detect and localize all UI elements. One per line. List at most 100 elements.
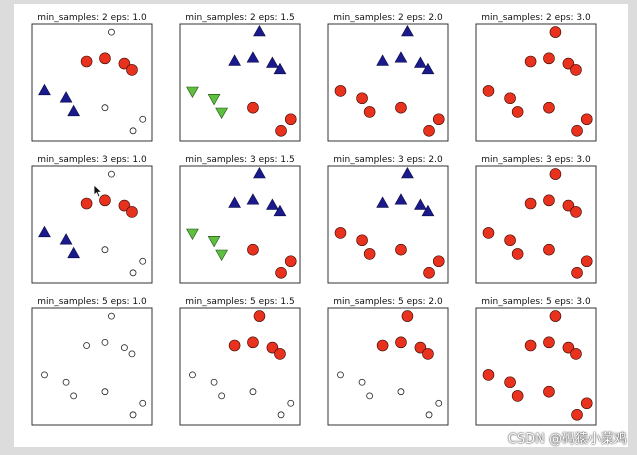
scatter-point [571, 266, 583, 279]
scatter-point [186, 86, 199, 99]
panel-8: min_samples: 3 eps: 3.0 [475, 155, 597, 284]
scatter-point [524, 55, 537, 68]
scatter-point [118, 57, 131, 70]
scatter-point [376, 196, 389, 208]
scatter-point [376, 54, 389, 66]
scatter-point [249, 388, 257, 396]
scatter-point [543, 194, 555, 207]
scatter-point [246, 193, 260, 205]
panel-4: min_samples: 2 eps: 3.0 [475, 13, 597, 142]
scatter-point [504, 376, 516, 389]
scatter-point [128, 350, 136, 358]
scatter-point [210, 378, 218, 386]
panel-12: min_samples: 5 eps: 3.0 [475, 297, 597, 426]
scatter-point [266, 198, 279, 210]
panel-frame [179, 165, 301, 284]
scatter-point [101, 338, 109, 346]
scatter-point [562, 57, 575, 70]
scatter-point [562, 199, 575, 212]
scatter-point [356, 234, 368, 247]
scatter-point [101, 246, 109, 254]
scatter-point [435, 399, 443, 407]
scatter-point [80, 55, 93, 68]
panel-title: min_samples: 5 eps: 1.0 [37, 297, 147, 307]
scatter-point [334, 85, 347, 97]
scatter-point [356, 92, 368, 105]
scatter-point [274, 348, 286, 360]
scatter-point [401, 310, 414, 322]
scatter-point [186, 228, 199, 241]
scatter-point [580, 255, 593, 268]
scatter-point [570, 206, 582, 218]
scatter-point [139, 399, 147, 407]
figure: min_samples: 2 eps: 1.0 min_samples: 2 ep… [14, 4, 628, 447]
scatter-point [432, 255, 445, 268]
scatter-point [395, 101, 407, 114]
scatter-point [228, 339, 241, 352]
scatter-point [277, 411, 285, 419]
panel-frame [179, 23, 301, 142]
scatter-point [70, 392, 78, 400]
panel-title: min_samples: 5 eps: 1.5 [185, 297, 295, 307]
scatter-point [129, 411, 137, 419]
scatter-point [59, 233, 73, 245]
scatter-point [228, 54, 241, 66]
scatter-point [421, 62, 435, 75]
scatter-point [571, 125, 583, 137]
panel-title: min_samples: 3 eps: 3.0 [481, 155, 591, 165]
scatter-point [504, 234, 516, 247]
scatter-point [101, 104, 109, 112]
panel-title: min_samples: 3 eps: 1.5 [185, 155, 295, 165]
panel-title: min_samples: 2 eps: 2.0 [333, 13, 443, 23]
scatter-point [228, 196, 241, 208]
scatter-point [139, 257, 147, 265]
scatter-point [423, 125, 435, 137]
scatter-point [38, 83, 51, 96]
scatter-point [543, 52, 555, 65]
scatter-point [99, 52, 111, 65]
scatter-point [366, 392, 374, 400]
scatter-point [358, 378, 366, 386]
scatter-point [422, 348, 434, 360]
scatter-point [395, 243, 407, 256]
scatter-point [83, 342, 90, 349]
panel-frame [327, 307, 449, 426]
panel-title: min_samples: 3 eps: 2.0 [333, 155, 443, 165]
scatter-point [543, 243, 555, 256]
scatter-point [401, 166, 414, 179]
scatter-point [414, 198, 427, 210]
scatter-point [121, 344, 128, 352]
scatter-point [126, 64, 138, 76]
scatter-point [511, 248, 524, 260]
scatter-point [275, 266, 287, 279]
panel-5: min_samples: 3 eps: 1.0 [31, 155, 153, 284]
scatter-point [524, 197, 537, 210]
panel-title: min_samples: 5 eps: 3.0 [481, 297, 591, 307]
scatter-point [101, 388, 109, 396]
scatter-point [118, 199, 131, 212]
scatter-point [562, 341, 575, 354]
scatter-point [397, 388, 405, 396]
panel-frame [327, 23, 449, 142]
scatter-point [273, 204, 287, 217]
scatter-point [363, 106, 376, 118]
scatter-point [273, 62, 287, 75]
panel-1: min_samples: 2 eps: 1.0 [31, 13, 153, 142]
scatter-point [139, 115, 147, 123]
scatter-point [414, 56, 427, 68]
panel-frame [327, 165, 449, 284]
scatter-point [247, 336, 259, 349]
panel-2: min_samples: 2 eps: 1.5 [179, 13, 301, 142]
panel-frame [179, 307, 301, 426]
panel-frame [475, 23, 597, 142]
panel-7: min_samples: 3 eps: 2.0 [327, 155, 449, 284]
scatter-point [543, 101, 555, 114]
scatter-point [108, 28, 115, 36]
panel-frame [31, 307, 153, 426]
scatter-point [129, 127, 137, 135]
scatter-point [41, 371, 48, 379]
panel-title: min_samples: 3 eps: 1.0 [37, 155, 147, 165]
scatter-point [363, 248, 376, 260]
scatter-point [266, 56, 279, 68]
scatter-point [423, 266, 435, 279]
